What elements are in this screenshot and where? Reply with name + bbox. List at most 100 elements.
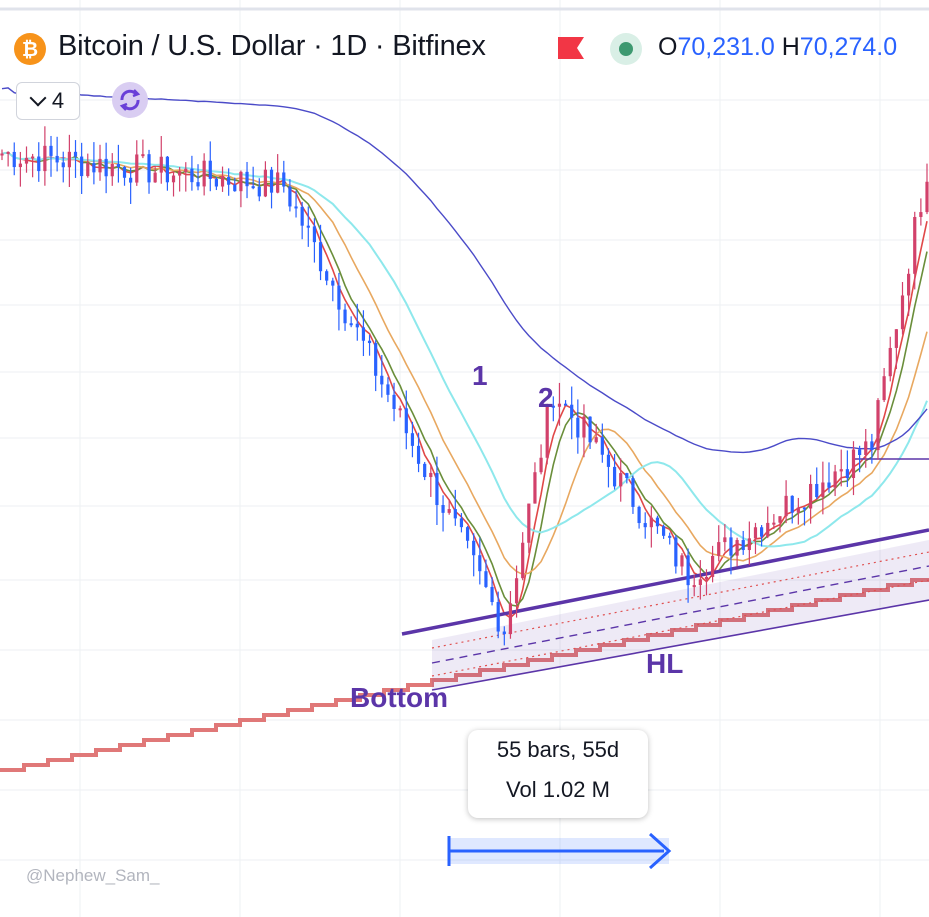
candle-body-116 (710, 555, 715, 577)
candle-body-67 (410, 433, 415, 446)
high-value: 70,274.0 (799, 33, 898, 61)
open-label: O (658, 33, 678, 61)
candle-body-20 (122, 166, 127, 178)
channel-dotted-upper (431, 551, 929, 649)
candle-body-148 (907, 273, 911, 296)
candle-body-9 (55, 155, 59, 163)
open-value: 70,231.0 (677, 33, 775, 61)
candle-body-62 (380, 375, 384, 385)
candle-body-90 (551, 405, 555, 408)
ma-navy-line (1, 87, 928, 454)
moving-averages-layer (1, 87, 928, 619)
trend-channel-layer (401, 458, 929, 691)
candle-body-134 (821, 482, 825, 498)
candle-body-0 (0, 153, 4, 156)
candle-body-147 (900, 295, 905, 330)
candle-body-45 (276, 172, 280, 193)
candle-body-15 (92, 163, 96, 173)
candle-body-3 (18, 163, 22, 168)
candle-body-146 (894, 329, 898, 348)
bottom-label: Bottom (350, 682, 448, 713)
candle-body-91 (557, 403, 562, 407)
candle-body-23 (141, 154, 145, 157)
measure-arrow-head (648, 832, 672, 870)
chevron-down-icon (29, 89, 47, 107)
candle-body-111 (680, 555, 684, 567)
candle-body-96 (588, 416, 592, 443)
candle-body-117 (717, 542, 721, 556)
candle-body-43 (263, 169, 268, 197)
candle-body-104 (637, 506, 641, 524)
candle-body-47 (288, 186, 292, 207)
indicators-toggle-button[interactable]: 4 (16, 82, 80, 120)
candle-body-28 (171, 175, 176, 183)
candle-body-128 (784, 495, 788, 517)
candle-body-124 (760, 527, 764, 537)
candle-body-46 (282, 172, 286, 187)
candle-body-49 (300, 206, 304, 226)
candle-body-6 (37, 156, 41, 172)
candle-body-109 (668, 535, 672, 538)
candle-body-114 (698, 579, 702, 586)
candles-layer (0, 126, 929, 646)
candle-body-32 (196, 182, 200, 187)
candle-body-16 (98, 158, 102, 173)
candle-body-8 (49, 145, 53, 156)
market-status-icon (610, 33, 642, 65)
candle-body-52 (318, 242, 323, 272)
candle-body-86 (527, 503, 531, 543)
candle-body-100 (612, 466, 617, 487)
candle-body-59 (361, 327, 366, 341)
candle-body-30 (184, 168, 188, 172)
candle-body-37 (227, 177, 231, 185)
candle-body-68 (416, 445, 421, 464)
candle-body-13 (80, 156, 84, 177)
candle-body-70 (429, 472, 433, 478)
candle-body-57 (349, 323, 353, 326)
candle-body-72 (441, 505, 445, 513)
candle-body-11 (67, 151, 71, 168)
candle-body-18 (110, 163, 114, 177)
candle-body-145 (888, 347, 892, 377)
candle-body-53 (325, 271, 329, 281)
candle-body-103 (631, 478, 635, 507)
ma-orange-line (1, 151, 928, 576)
higher-low-label: HL (646, 648, 684, 679)
channel-lower-line (431, 599, 929, 691)
candle-body-98 (600, 437, 604, 455)
candle-body-115 (704, 576, 709, 580)
candle-body-19 (116, 163, 120, 167)
candle-body-66 (404, 408, 408, 434)
sync-icon[interactable] (112, 82, 148, 118)
candle-body-126 (772, 522, 776, 525)
candle-body-143 (876, 400, 880, 451)
candle-body-7 (43, 145, 47, 172)
flag-icon[interactable] (558, 37, 584, 59)
candle-body-118 (723, 537, 727, 543)
ma-green-line (1, 151, 928, 607)
candle-body-34 (208, 160, 212, 179)
candle-body-51 (312, 226, 317, 243)
candle-body-102 (625, 473, 629, 479)
candle-body-105 (643, 523, 647, 528)
channel-dotted-lower (431, 579, 929, 677)
candle-body-139 (851, 449, 856, 479)
candle-body-55 (337, 285, 341, 310)
candle-body-27 (165, 156, 169, 183)
candle-body-136 (833, 471, 837, 488)
candle-body-65 (398, 408, 402, 411)
chart-title: Bitcoin / U.S. Dollar · 1D · Bitfinex (58, 30, 486, 62)
candle-body-42 (257, 186, 261, 197)
candle-body-150 (919, 212, 923, 217)
candle-body-26 (159, 156, 163, 173)
candle-body-61 (374, 343, 378, 376)
candle-body-142 (870, 441, 874, 451)
bitcoin-icon: ₿ (14, 33, 46, 65)
measure-bars-text: 55 bars, 55d (496, 737, 620, 762)
candle-body-14 (86, 163, 90, 177)
wave-1-label: 1 (472, 360, 488, 391)
candle-body-78 (478, 555, 482, 572)
candle-body-127 (778, 516, 782, 523)
